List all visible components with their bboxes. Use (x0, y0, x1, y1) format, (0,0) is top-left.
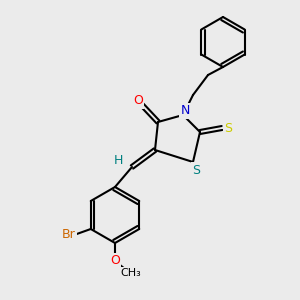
Text: CH₃: CH₃ (121, 268, 141, 278)
Text: O: O (110, 254, 120, 268)
Text: S: S (192, 164, 200, 176)
Text: H: H (113, 154, 123, 166)
Text: N: N (180, 104, 190, 118)
Text: S: S (224, 122, 232, 134)
Text: Br: Br (62, 227, 76, 241)
Text: O: O (133, 94, 143, 107)
